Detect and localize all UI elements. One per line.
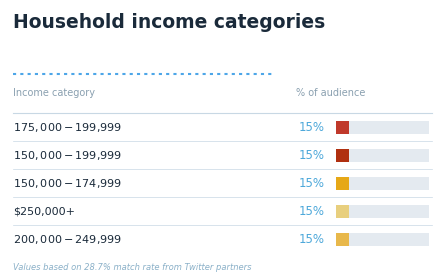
Text: 15%: 15% [299, 121, 325, 134]
Text: Household income categories: Household income categories [13, 13, 325, 32]
Text: 15%: 15% [299, 149, 325, 162]
Text: $175,000 - $199,999: $175,000 - $199,999 [13, 121, 122, 134]
Bar [336, 149, 349, 162]
Bar [336, 233, 349, 246]
Text: 15%: 15% [299, 205, 325, 218]
Bar [336, 121, 429, 134]
Bar [336, 177, 349, 190]
Text: % of audience: % of audience [296, 88, 366, 98]
Text: 15%: 15% [299, 177, 325, 190]
Bar [336, 149, 429, 162]
Text: $150,000 - $199,999: $150,000 - $199,999 [13, 149, 122, 162]
Text: $250,000+: $250,000+ [13, 206, 75, 216]
Text: $200,000 - $249,999: $200,000 - $249,999 [13, 233, 122, 246]
Bar [336, 121, 349, 134]
Bar [336, 205, 429, 218]
Text: Income category: Income category [13, 88, 95, 98]
Text: 15%: 15% [299, 233, 325, 246]
Text: Values based on 28.7% match rate from Twitter partners: Values based on 28.7% match rate from Tw… [13, 263, 252, 272]
Bar [336, 177, 429, 190]
Bar [336, 205, 349, 218]
Text: $150,000 - $174,999: $150,000 - $174,999 [13, 177, 122, 190]
Bar [336, 233, 429, 246]
